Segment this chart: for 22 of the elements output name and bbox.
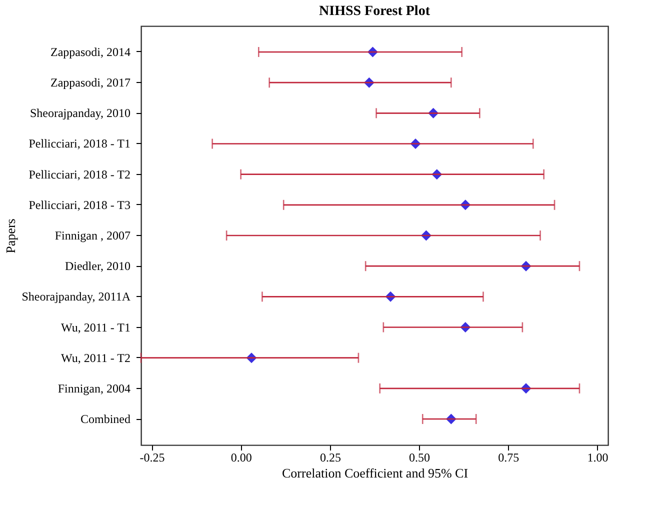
y-tick-label: Sheorajpanday, 2010	[30, 106, 130, 120]
y-tick-label: Zappasodi, 2014	[50, 44, 130, 59]
y-tick-label: Pellicciari, 2018 - T2	[28, 167, 130, 182]
x-tick-label: 0.50	[409, 450, 430, 464]
y-tick-label: Pellicciari, 2018 - T1	[28, 136, 130, 151]
y-tick-label: Wu, 2011 - T1	[60, 320, 130, 334]
x-axis-title: Correlation Coefficient and 95% CI	[282, 466, 468, 480]
y-tick-label: Sheorajpanday, 2011A	[22, 290, 131, 304]
y-tick-label: Finnigan , 2007	[54, 228, 130, 242]
y-tick-label: Zappasodi, 2017	[50, 76, 130, 90]
x-tick-label: 0.00	[230, 450, 252, 464]
chart-title: NIHSS Forest Plot	[319, 4, 430, 19]
y-tick-label: Finnigan, 2004	[58, 381, 130, 396]
y-axis-title: Papers	[2, 218, 18, 254]
x-tick-label: 0.25	[320, 450, 341, 464]
y-tick-label: Pellicciari, 2018 - T3	[28, 198, 130, 212]
x-tick-label: -0.25	[140, 450, 165, 464]
y-tick-label: Diedler, 2010	[64, 259, 130, 274]
y-tick-label: Combined	[80, 412, 130, 426]
x-tick-label: 0.75	[498, 450, 520, 464]
y-tick-label: Wu, 2011 - T2	[60, 350, 130, 365]
x-tick-label: 1.00	[587, 450, 608, 464]
